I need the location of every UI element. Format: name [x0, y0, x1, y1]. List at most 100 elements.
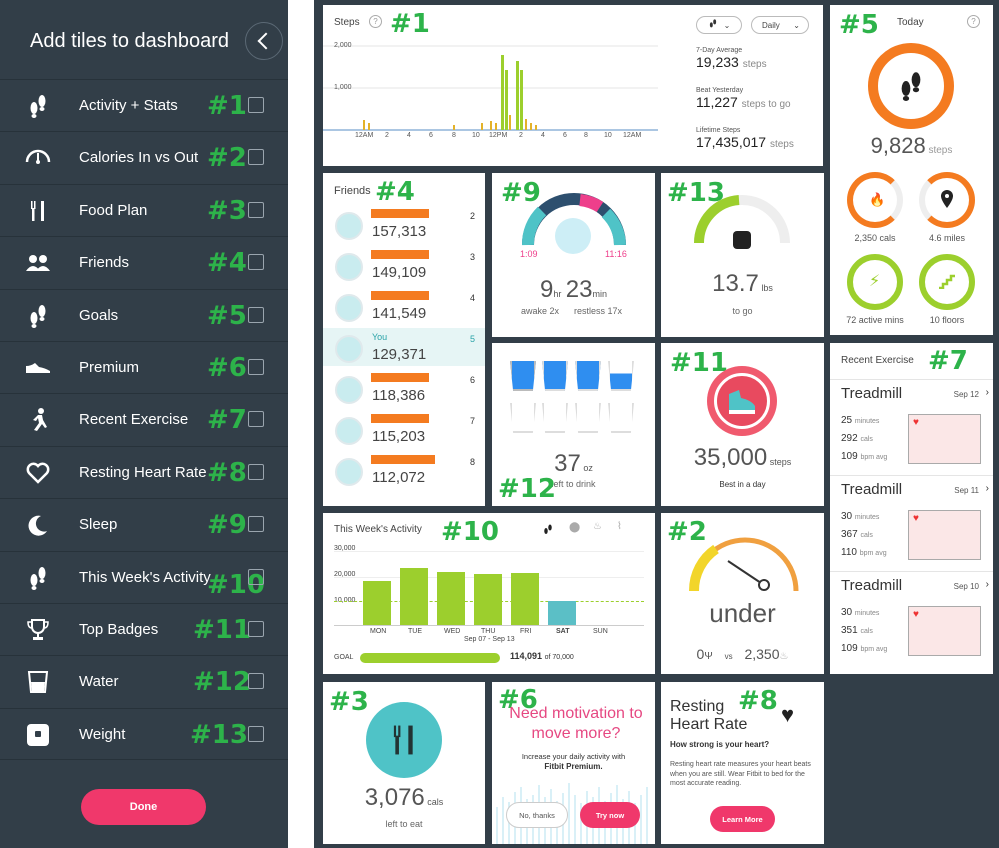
sidebar-item-recent-exercise[interactable]: Recent Exercise #7: [0, 393, 288, 445]
tile-checkbox[interactable]: [248, 411, 264, 428]
sidebar-item-food-plan[interactable]: Food Plan #3: [0, 183, 288, 236]
flame-icon[interactable]: ♨: [593, 521, 602, 532]
try-now-button[interactable]: Try now: [580, 802, 640, 828]
chevron-right-icon: ›: [985, 483, 989, 494]
exercise-name: Treadmill: [841, 577, 903, 594]
tile-checkbox[interactable]: [248, 254, 264, 271]
period-dropdown[interactable]: Daily ⌄: [751, 16, 809, 34]
shoe-icon: [725, 384, 759, 423]
help-icon[interactable]: ?: [369, 15, 382, 28]
annotation-number: #8: [207, 457, 247, 488]
active-minutes-label: 72 active mins: [846, 315, 904, 325]
tile-checkbox[interactable]: [248, 201, 264, 218]
sidebar-item-resting-heart-rate[interactable]: Resting Heart Rate #8: [0, 445, 288, 498]
name-redaction: [371, 414, 429, 423]
heart-rate-graph: ♥: [908, 414, 981, 464]
x-tick: 8: [584, 132, 588, 139]
calorie-status: under: [709, 598, 776, 628]
friend-row[interactable]: 112,072 8: [323, 451, 485, 491]
sidebar-item-sleep[interactable]: Sleep #9: [0, 498, 288, 550]
sleep-tile[interactable]: #9 1:09 11:16 9hr 23min awake 2x restles…: [492, 173, 655, 337]
location-pin-icon[interactable]: ⬤: [569, 522, 581, 533]
weight-arc: [693, 195, 790, 244]
metric-dropdown[interactable]: ⌄: [696, 16, 742, 34]
calorie-gauge: [688, 537, 799, 592]
sidebar-item-friends[interactable]: Friends #4: [0, 236, 288, 288]
sidebar-item-premium[interactable]: Premium #6: [0, 340, 288, 393]
exercise-bpm: 110 bpm avg: [841, 547, 887, 558]
goal-label: GOAL: [334, 654, 354, 661]
top-badges-tile[interactable]: #11 35,000 steps Best in a day: [661, 343, 824, 506]
tile-checkbox[interactable]: [248, 516, 264, 533]
friend-row-you[interactable]: You 129,371 5: [323, 328, 485, 366]
tile-checkbox[interactable]: [248, 673, 264, 690]
friend-rank: 5: [469, 334, 475, 344]
sidebar-item-weight[interactable]: Weight #13: [0, 707, 288, 761]
tile-checkbox[interactable]: [248, 97, 264, 113]
tile-checkbox[interactable]: [248, 620, 264, 637]
tile-checkbox[interactable]: [248, 306, 264, 323]
water-cup-full: [542, 361, 568, 391]
recent-exercise-tile[interactable]: Recent Exercise #7 Treadmill Sep 12 › 25…: [830, 343, 993, 674]
friend-row[interactable]: 118,386 6: [323, 369, 485, 409]
friend-row[interactable]: 115,203 7: [323, 410, 485, 450]
done-button[interactable]: Done: [81, 789, 206, 825]
sidebar-item-calories[interactable]: Calories In vs Out #2: [0, 131, 288, 183]
sidebar-item-this-weeks-activity[interactable]: This Week's Activity #10: [0, 550, 288, 603]
exercise-item[interactable]: Treadmill Sep 10 › 30 minutes 351 cals 1…: [830, 571, 993, 666]
resting-heart-rate-tile[interactable]: Resting Heart Rate #8 ♥ How strong is yo…: [661, 682, 824, 844]
sidebar-item-goals[interactable]: Goals #5: [0, 288, 288, 341]
tile-checkbox[interactable]: [248, 568, 264, 585]
name-redaction: [371, 373, 429, 382]
food-sub: left to eat: [385, 819, 423, 829]
friend-row[interactable]: 149,109 3: [323, 246, 485, 286]
runner-icon: [24, 407, 52, 433]
annotation-number: #3: [329, 687, 369, 717]
glass-icon: [24, 669, 52, 695]
badge-value: 35,000 steps: [693, 444, 792, 471]
fork-knife-icon: [391, 718, 417, 767]
food-plan-tile[interactable]: #3 3,076 cals left to eat: [323, 682, 485, 844]
premium-tile[interactable]: #6 Need motivation to move more? Increas…: [492, 682, 655, 844]
water-tile[interactable]: 37 oz left to drink #12: [492, 343, 655, 506]
stairs-icon[interactable]: ⌇: [617, 521, 622, 532]
tile-checkbox[interactable]: [248, 358, 264, 375]
heart-body: Resting heart rate measures your heart b…: [670, 761, 811, 787]
annotation-number: #2: [207, 143, 247, 174]
annotation-number: #5: [207, 300, 247, 331]
steps-tile[interactable]: Steps ? #1 ⌄ Daily ⌄: [323, 5, 823, 166]
learn-more-button[interactable]: Learn More: [710, 806, 775, 832]
stat-value: 17,435,017 steps: [696, 134, 794, 150]
tile-checkbox[interactable]: [248, 463, 264, 480]
sidebar-item-water[interactable]: Water #12: [0, 655, 288, 707]
water-cup-partial: [608, 361, 634, 391]
no-thanks-button[interactable]: No, thanks: [506, 802, 568, 828]
exercise-item[interactable]: Treadmill Sep 11 › 30 minutes 367 cals 1…: [830, 475, 993, 570]
friend-row[interactable]: 157,313 2: [323, 205, 485, 245]
water-cup-empty: [575, 403, 601, 433]
distance-label: 4.6 miles: [928, 233, 965, 243]
sidebar-item-top-badges[interactable]: Top Badges #11: [0, 602, 288, 655]
calories-tile[interactable]: #2 under 0Ψ vs 2,350♨: [661, 513, 824, 674]
friend-row[interactable]: 141,549 4: [323, 287, 485, 327]
help-icon[interactable]: ?: [967, 15, 980, 28]
back-button[interactable]: [245, 22, 283, 60]
tile-checkbox[interactable]: [248, 149, 264, 166]
sidebar-item-activity-stats[interactable]: Activity + Stats #1: [0, 79, 288, 131]
weekly-activity-tile[interactable]: This Week's Activity #10 ⬤ ♨ ⌇ 30,000 20…: [323, 513, 655, 674]
exercise-item[interactable]: Treadmill Sep 12 › 25 minutes 292 cals 1…: [830, 379, 993, 474]
friends-tile[interactable]: Friends #4 157,313 2 149,109 3 141,549 4…: [323, 173, 485, 506]
sleep-end: 11:16: [605, 249, 627, 259]
annotation-number: #12: [498, 474, 556, 504]
footsteps-icon: [898, 71, 924, 106]
x-axis: 12AM 2 4 6 8 10 12PM 2 4 6 8 10 12AM: [323, 132, 663, 142]
bar-mon: [363, 581, 391, 625]
footsteps-icon[interactable]: [543, 523, 553, 541]
tile-checkbox[interactable]: [248, 725, 264, 742]
y-tick: 2,000: [334, 42, 352, 49]
today-tile[interactable]: #5 Today ? 9,828 steps 🔥 2,350 cals 4.6 …: [830, 5, 993, 335]
weight-tile[interactable]: #13 13.7 lbs to go: [661, 173, 824, 337]
tile-list: Activity + Stats #1 Calories In vs Out #…: [0, 79, 288, 761]
friend-rank: 7: [469, 416, 475, 426]
sidebar-item-label: Weight: [79, 725, 126, 743]
